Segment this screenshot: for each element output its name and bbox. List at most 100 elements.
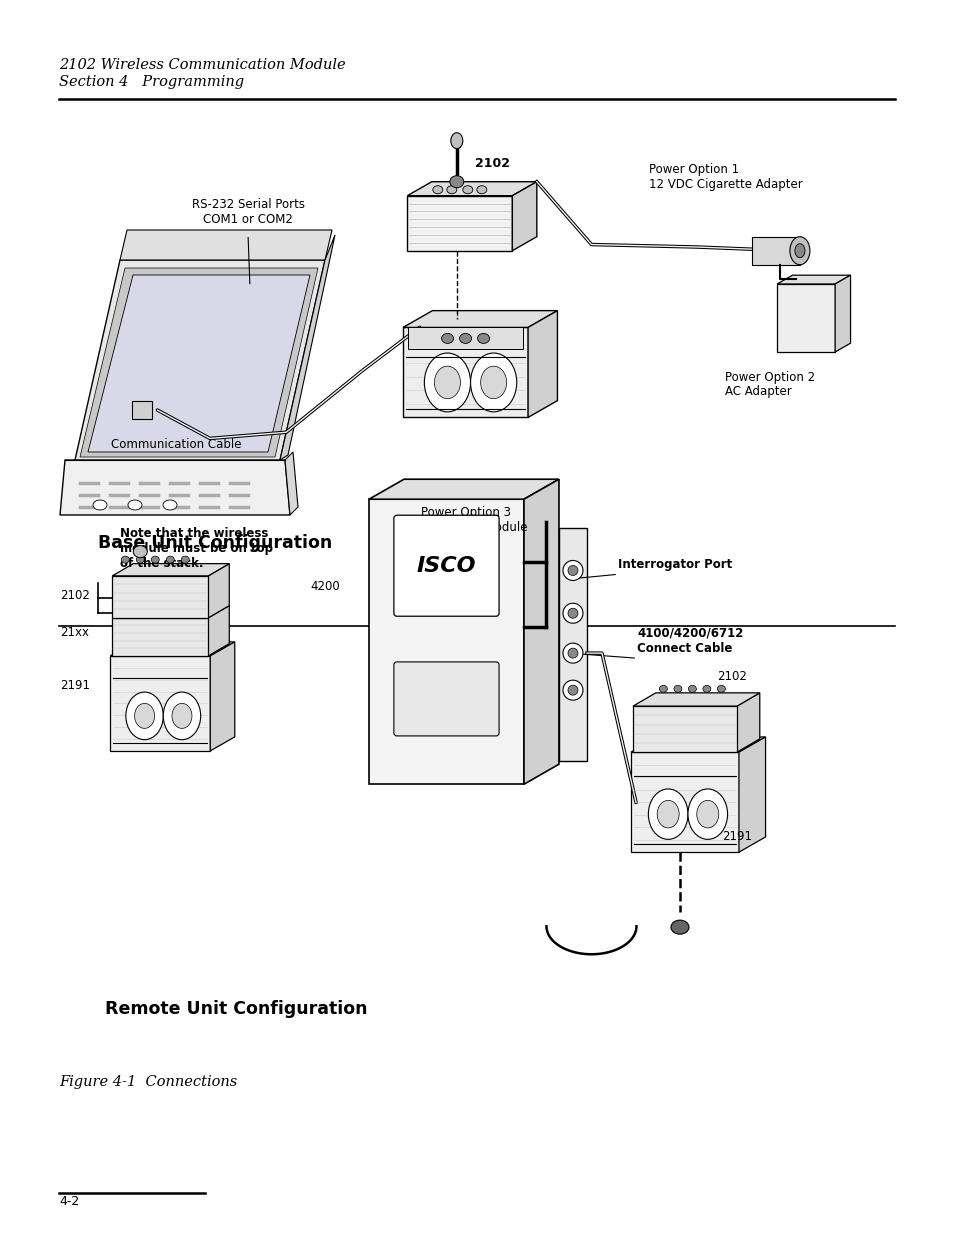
Ellipse shape [462, 185, 473, 194]
Ellipse shape [163, 692, 200, 740]
Polygon shape [112, 576, 208, 618]
Text: Power Option 1
12 VDC Cigarette Adapter: Power Option 1 12 VDC Cigarette Adapter [648, 163, 801, 191]
Text: 4-2: 4-2 [59, 1194, 79, 1208]
Ellipse shape [441, 333, 453, 343]
Polygon shape [111, 656, 210, 751]
Text: ISCO: ISCO [416, 556, 476, 576]
Text: Communication Cable: Communication Cable [112, 438, 241, 452]
Ellipse shape [136, 556, 144, 563]
Text: Interrogator Port: Interrogator Port [618, 557, 732, 571]
Ellipse shape [477, 333, 489, 343]
Text: RS-232 Serial Ports
COM1 or COM2: RS-232 Serial Ports COM1 or COM2 [192, 198, 304, 226]
Ellipse shape [567, 648, 578, 658]
Ellipse shape [126, 692, 163, 740]
Polygon shape [208, 563, 229, 618]
FancyBboxPatch shape [132, 401, 152, 419]
Polygon shape [632, 706, 737, 752]
Ellipse shape [794, 243, 804, 258]
Ellipse shape [688, 685, 696, 693]
Ellipse shape [133, 546, 147, 558]
Ellipse shape [659, 685, 667, 693]
Text: 4100/4200/6712
Connect Cable: 4100/4200/6712 Connect Cable [637, 626, 743, 655]
Ellipse shape [152, 556, 159, 563]
Ellipse shape [459, 333, 471, 343]
Ellipse shape [687, 789, 727, 840]
Polygon shape [402, 327, 528, 417]
Polygon shape [88, 275, 310, 452]
Polygon shape [834, 275, 850, 352]
Ellipse shape [172, 704, 192, 729]
Polygon shape [739, 737, 764, 852]
Text: 2102: 2102 [717, 671, 746, 683]
Polygon shape [632, 693, 759, 706]
Text: Power Option 3
2191 Battery Module: Power Option 3 2191 Battery Module [403, 506, 527, 535]
Text: 2102: 2102 [475, 157, 509, 170]
FancyBboxPatch shape [394, 515, 498, 616]
Polygon shape [737, 693, 759, 752]
Text: 4200: 4200 [310, 580, 339, 593]
Polygon shape [80, 268, 317, 457]
Text: Remote Unit Configuration: Remote Unit Configuration [105, 1000, 368, 1018]
Text: Power Option 2
AC Adapter: Power Option 2 AC Adapter [724, 370, 814, 399]
Polygon shape [751, 237, 799, 264]
Polygon shape [120, 230, 332, 261]
Text: 2102: 2102 [60, 589, 90, 601]
Ellipse shape [451, 132, 462, 148]
Text: Note that the wireless
module must be on top
of the stack.: Note that the wireless module must be on… [120, 527, 273, 571]
Ellipse shape [657, 800, 679, 827]
Text: 2191: 2191 [60, 679, 90, 692]
Polygon shape [75, 261, 325, 459]
Ellipse shape [670, 920, 688, 934]
Polygon shape [369, 479, 558, 499]
Polygon shape [523, 479, 558, 784]
Ellipse shape [702, 685, 710, 693]
Ellipse shape [121, 556, 130, 563]
Text: 2102 Wireless Communication Module: 2102 Wireless Communication Module [59, 58, 345, 72]
Ellipse shape [567, 608, 578, 619]
Polygon shape [112, 563, 229, 576]
Ellipse shape [450, 175, 463, 188]
Ellipse shape [562, 680, 582, 700]
Ellipse shape [181, 556, 189, 563]
FancyBboxPatch shape [394, 662, 498, 736]
Ellipse shape [424, 353, 470, 411]
Ellipse shape [789, 237, 809, 264]
Ellipse shape [648, 789, 687, 840]
Text: 2191: 2191 [721, 830, 751, 842]
Polygon shape [407, 182, 537, 195]
Ellipse shape [434, 367, 460, 399]
Polygon shape [402, 311, 557, 327]
Polygon shape [630, 752, 739, 852]
Polygon shape [112, 618, 208, 656]
Ellipse shape [717, 685, 724, 693]
Polygon shape [407, 195, 512, 251]
Ellipse shape [567, 685, 578, 695]
Polygon shape [369, 499, 523, 784]
Polygon shape [777, 275, 850, 284]
FancyBboxPatch shape [408, 327, 522, 350]
Ellipse shape [166, 556, 174, 563]
Ellipse shape [567, 566, 578, 576]
Ellipse shape [562, 643, 582, 663]
Text: Base Unit Configuration: Base Unit Configuration [97, 535, 332, 552]
Polygon shape [60, 459, 290, 515]
Polygon shape [630, 737, 764, 752]
Polygon shape [280, 235, 335, 459]
Polygon shape [777, 284, 834, 352]
Ellipse shape [163, 500, 177, 510]
Polygon shape [111, 642, 234, 656]
Ellipse shape [562, 603, 582, 624]
Ellipse shape [134, 704, 154, 729]
Polygon shape [285, 452, 297, 515]
Ellipse shape [92, 500, 107, 510]
Ellipse shape [470, 353, 517, 411]
Ellipse shape [696, 800, 718, 827]
Ellipse shape [433, 185, 442, 194]
Text: Figure 4-1  Connections: Figure 4-1 Connections [59, 1076, 237, 1089]
FancyBboxPatch shape [558, 527, 586, 762]
Polygon shape [528, 311, 557, 417]
Ellipse shape [562, 561, 582, 580]
Polygon shape [208, 605, 229, 656]
Polygon shape [512, 182, 537, 251]
Ellipse shape [128, 500, 142, 510]
